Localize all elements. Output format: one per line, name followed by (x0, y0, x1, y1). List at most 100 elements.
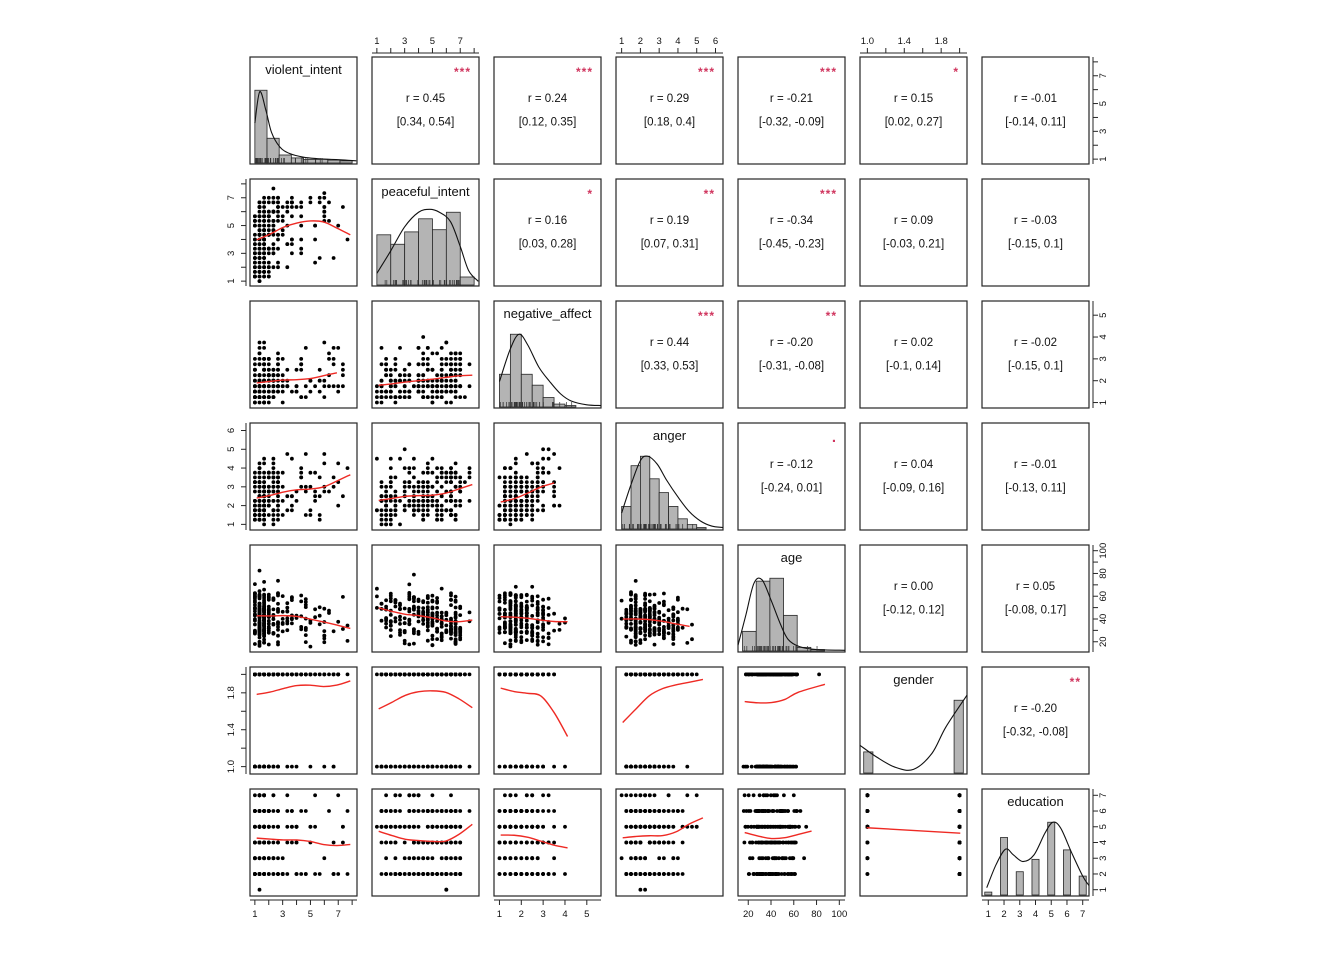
density-curve-anger (621, 455, 724, 529)
corr-value-anger-gender: r = 0.04 (894, 459, 934, 471)
scatter-education-vs-peaceful_intent (371, 788, 480, 897)
hist-bar-peaceful_intent (445, 211, 461, 286)
loess-line-gender-vs-peaceful_intent (378, 690, 473, 710)
significance-stars: ** (1070, 675, 1081, 689)
significance-stars: *** (698, 309, 715, 323)
panel-peaceful_intent-x-peaceful_intent: peaceful_intent (371, 178, 480, 287)
hist-bar-violent_intent (327, 159, 341, 164)
hist-bar-negative_affect (564, 405, 577, 408)
scatter-education-vs-violent_intent (249, 788, 358, 897)
hist-bar-education (1047, 821, 1056, 896)
loess-line-negative_affect-vs-peaceful_intent (378, 374, 473, 386)
corr-ci-negative_affect-age: [-0.31, -0.08] (759, 360, 824, 372)
corr-ci-age-gender: [-0.12, 0.12] (883, 604, 944, 616)
hist-bar-peaceful_intent (404, 231, 419, 286)
loess-line-gender-vs-negative_affect (500, 687, 569, 737)
significance-stars: * (953, 65, 959, 79)
panel-violent_intent-x-education: r = -0.01 [-0.14, 0.11] (981, 56, 1090, 165)
scatter-negative_affect-vs-violent_intent (249, 300, 358, 409)
corr-value-violent_intent-age: r = -0.21 (770, 93, 813, 105)
hist-bar-negative_affect (531, 384, 544, 408)
density-curve-education (986, 821, 1090, 888)
hist-bar-education (984, 891, 993, 896)
hist-bar-violent_intent (278, 154, 292, 164)
significance-stars: ** (826, 309, 837, 323)
density-curve-peaceful_intent (376, 208, 479, 282)
hist-bar-education (1063, 849, 1071, 896)
corr-ci-negative_affect-gender: [-0.1, 0.14] (886, 360, 941, 372)
scatter-age-vs-negative_affect (493, 544, 602, 653)
hist-bar-anger (686, 524, 698, 530)
panel-anger-x-age: r = -0.12 [-0.24, 0.01]. (737, 422, 846, 531)
density-curve-violent_intent (254, 91, 357, 162)
corr-value-peaceful_intent-negative_affect: r = 0.16 (528, 215, 567, 227)
panel-peaceful_intent-x-education: r = -0.03 [-0.15, 0.1] (981, 178, 1090, 287)
panel-peaceful_intent-x-anger: r = 0.19 [0.07, 0.31] ** (615, 178, 724, 287)
hist-bar-violent_intent (339, 160, 353, 164)
variable-label-peaceful_intent: peaceful_intent (381, 184, 470, 199)
corr-ci-violent_intent-negative_affect: [0.12, 0.35] (519, 116, 577, 128)
corr-ci-peaceful_intent-gender: [-0.03, 0.21] (883, 238, 944, 250)
hist-bar-age (783, 614, 798, 652)
loess-line-age-vs-violent_intent (256, 614, 351, 630)
panel-gender-x-education: r = -0.20 [-0.32, -0.08] ** (981, 666, 1090, 775)
panel-anger-x-anger: anger (615, 422, 724, 531)
scatter-age-vs-violent_intent (249, 544, 358, 653)
corr-ci-anger-age: [-0.24, 0.01] (761, 482, 822, 494)
axis-left-gender: 1.01.41.8 (226, 667, 247, 774)
loess-line-age-vs-anger (622, 618, 690, 628)
scatter-education-vs-gender (859, 788, 968, 897)
variable-label-education: education (1007, 794, 1063, 809)
corr-value-peaceful_intent-education: r = -0.03 (1014, 215, 1057, 227)
scatter-gender-vs-violent_intent (249, 666, 358, 775)
loess-line-education-vs-violent_intent (256, 837, 351, 847)
hist-bar-peaceful_intent (459, 276, 475, 286)
panel-gender-x-gender: gender (859, 666, 968, 775)
loess-line-peaceful_intent-vs-violent_intent (256, 220, 351, 241)
variable-label-anger: anger (653, 428, 687, 443)
panel-violent_intent-x-anger: r = 0.29 [0.18, 0.4] *** (615, 56, 724, 165)
panel-negative_affect-x-age: r = -0.20 [-0.31, -0.08] ** (737, 300, 846, 409)
axis-top-gender: 1.0 1.4 1.8 (860, 36, 967, 54)
panel-education-x-education: education (981, 788, 1090, 897)
loess-line-education-vs-anger (622, 817, 704, 839)
scatter-education-vs-negative_affect (493, 788, 602, 897)
axis-bottom-age: 20 40 60 80 100 (738, 899, 847, 920)
corr-ci-anger-gender: [-0.09, 0.16] (883, 482, 944, 494)
corr-ci-peaceful_intent-age: [-0.45, -0.23] (759, 238, 824, 250)
loess-line-age-vs-peaceful_intent (378, 607, 473, 623)
density-curve-negative_affect (498, 333, 602, 407)
panel-age-x-gender: r = 0.00 [-0.12, 0.12] (859, 544, 968, 653)
density-curve-age (737, 577, 846, 651)
corr-value-anger-age: r = -0.12 (770, 459, 813, 471)
corr-value-anger-education: r = -0.01 (1014, 459, 1057, 471)
hist-bar-education (1015, 871, 1024, 896)
density-curve-gender (859, 694, 968, 771)
panel-violent_intent-x-violent_intent: violent_intent (249, 56, 358, 165)
significance-stars: ** (704, 187, 715, 201)
variable-label-negative_affect: negative_affect (504, 306, 592, 321)
panel-peaceful_intent-x-gender: r = 0.09 [-0.03, 0.21] (859, 178, 968, 287)
significance-stars: *** (820, 65, 837, 79)
corr-ci-peaceful_intent-negative_affect: [0.03, 0.28] (519, 238, 577, 250)
panel-age-x-education: r = 0.05 [-0.08, 0.17] (981, 544, 1090, 653)
hist-bar-anger (696, 527, 707, 530)
hist-bar-education (1031, 858, 1040, 896)
scatter-age-vs-peaceful_intent (371, 544, 480, 653)
hist-bar-violent_intent (254, 89, 268, 164)
hist-bar-anger (668, 506, 679, 530)
hist-bar-anger (658, 492, 669, 530)
corr-ci-violent_intent-education: [-0.14, 0.11] (1005, 116, 1066, 128)
scatter-gender-vs-age (737, 666, 846, 775)
hist-bar-anger (640, 455, 651, 530)
hist-bar-peaceful_intent (376, 234, 392, 286)
corr-value-negative_affect-gender: r = 0.02 (894, 337, 933, 349)
hist-bar-violent_intent (315, 158, 329, 164)
